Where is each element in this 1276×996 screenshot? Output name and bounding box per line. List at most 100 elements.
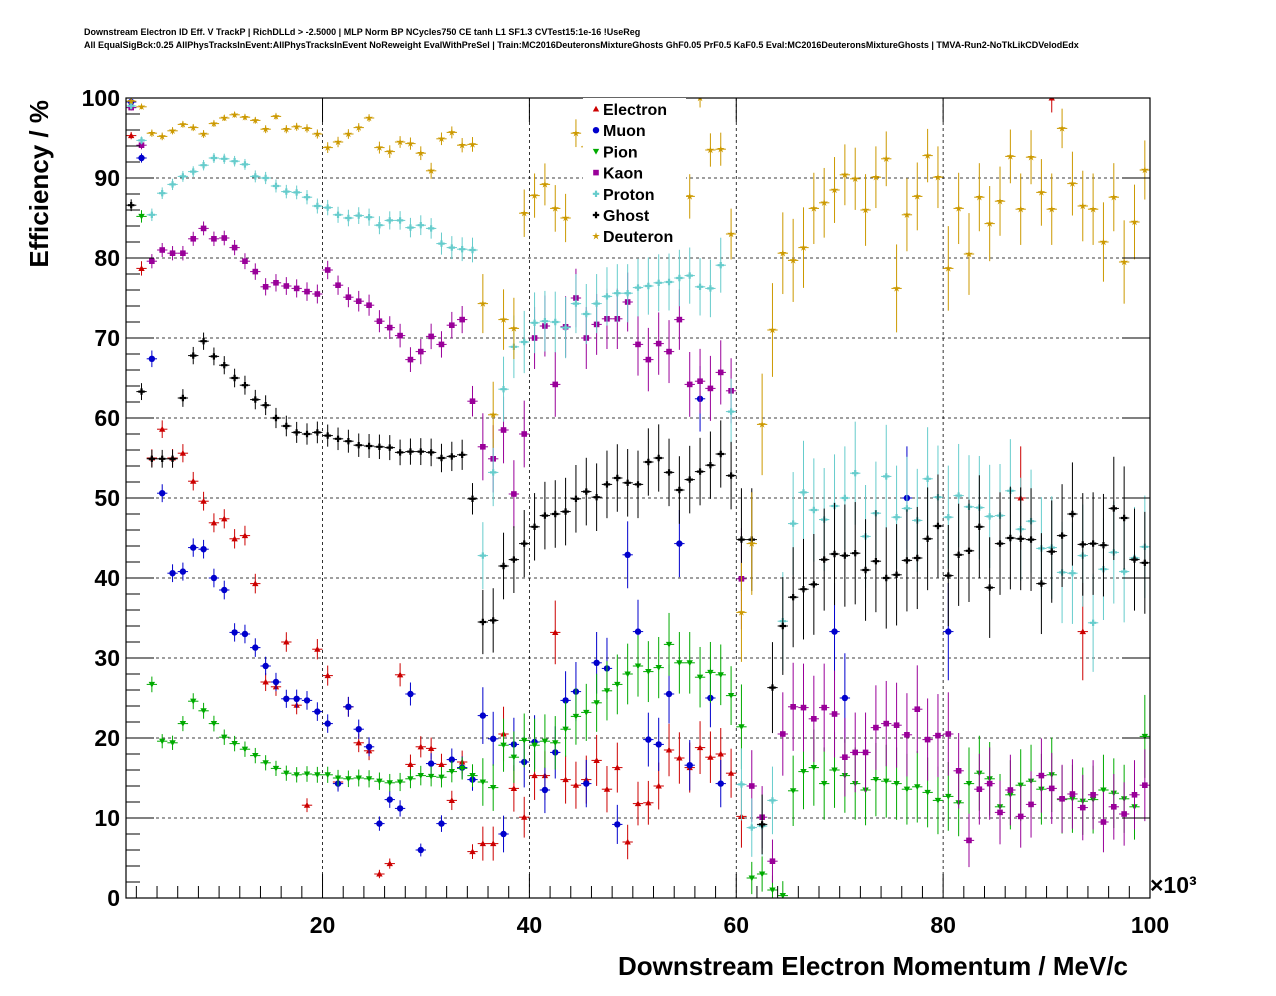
- data-point-deuteron: [323, 143, 332, 151]
- data-point-ghost: [893, 571, 900, 578]
- data-point-muon: [945, 628, 952, 635]
- data-point-deuteron: [841, 170, 849, 179]
- data-point-kaon: [821, 704, 827, 711]
- y-tick-label: 60: [94, 405, 120, 431]
- data-point-deuteron: [996, 197, 1004, 205]
- data-point-deuteron: [199, 130, 208, 138]
- data-point-kaon: [676, 316, 683, 323]
- data-point-kaon: [883, 720, 890, 727]
- data-point-proton: [221, 155, 228, 162]
- data-point-muon: [717, 780, 724, 787]
- legend-marker-deuteron: [592, 232, 600, 240]
- data-point-proton: [386, 217, 393, 224]
- data-point-pion: [396, 779, 404, 786]
- data-point-deuteron: [851, 174, 860, 183]
- data-point-proton: [200, 162, 207, 169]
- data-point-pion: [965, 781, 973, 787]
- data-point-deuteron: [334, 138, 342, 146]
- data-point-ghost: [1017, 535, 1024, 542]
- data-point-ghost: [976, 523, 983, 530]
- data-point-muon: [438, 820, 445, 827]
- data-point-pion: [179, 721, 187, 727]
- data-point-deuteron: [385, 147, 394, 155]
- data-point-kaon: [469, 398, 476, 404]
- data-point-muon: [614, 821, 621, 828]
- data-point-proton: [241, 161, 249, 168]
- data-point-muon: [159, 490, 166, 497]
- data-point-kaon: [273, 280, 279, 286]
- data-point-kaon: [1048, 785, 1055, 792]
- data-point-kaon: [335, 282, 341, 288]
- data-point-proton: [458, 246, 466, 253]
- data-point-pion: [386, 780, 393, 786]
- data-point-deuteron: [220, 114, 229, 122]
- data-point-electron: [396, 671, 404, 678]
- data-point-deuteron: [1099, 238, 1108, 246]
- data-point-ghost: [448, 453, 456, 460]
- data-point-kaon: [1069, 791, 1076, 797]
- data-point-deuteron: [179, 120, 187, 128]
- data-point-pion: [717, 672, 724, 678]
- data-point-proton: [138, 137, 145, 144]
- data-point-muon: [148, 355, 156, 362]
- data-point-proton: [159, 190, 166, 197]
- data-point-proton: [614, 290, 621, 297]
- data-point-kaon: [480, 444, 486, 450]
- data-point-electron: [127, 132, 135, 139]
- x-tick-label: 20: [310, 912, 336, 938]
- data-point-ghost: [789, 594, 797, 601]
- data-point-proton: [231, 158, 238, 165]
- data-point-kaon: [800, 704, 807, 711]
- data-point-ghost: [283, 422, 290, 430]
- data-point-deuteron: [697, 98, 703, 102]
- data-point-ghost: [655, 454, 662, 462]
- data-point-ghost: [727, 472, 735, 479]
- data-point-kaon: [645, 356, 652, 363]
- data-point-ghost: [820, 556, 828, 563]
- data-point-kaon: [221, 235, 228, 241]
- data-point-deuteron: [458, 141, 466, 149]
- data-point-proton: [552, 318, 559, 326]
- data-point-kaon: [552, 381, 559, 388]
- y-tick-label: 90: [94, 165, 120, 191]
- data-point-ghost: [903, 557, 911, 564]
- data-point-ghost: [665, 469, 673, 476]
- data-point-ghost: [314, 429, 321, 436]
- data-point-pion: [500, 742, 507, 749]
- data-point-kaon: [262, 284, 269, 290]
- data-point-ghost: [552, 510, 559, 518]
- data-point-muon: [200, 546, 207, 553]
- data-point-muon: [500, 830, 507, 838]
- data-point-proton: [448, 244, 456, 251]
- data-point-ghost: [159, 455, 166, 462]
- data-point-ghost: [914, 554, 921, 562]
- data-point-deuteron: [913, 192, 922, 200]
- data-point-kaon: [231, 244, 238, 251]
- data-point-pion: [914, 784, 921, 790]
- data-point-ghost: [200, 338, 207, 345]
- data-point-pion: [510, 754, 518, 761]
- data-point-kaon: [1142, 782, 1148, 788]
- data-point-deuteron: [499, 315, 508, 323]
- series-deuteron: [126, 98, 1150, 662]
- data-point-muon: [355, 726, 362, 733]
- y-tick-label: 30: [94, 645, 120, 671]
- data-point-proton: [686, 272, 693, 279]
- data-point-electron: [665, 746, 673, 753]
- data-point-ghost: [221, 362, 228, 369]
- data-point-kaon: [1100, 819, 1107, 825]
- data-point-pion: [190, 698, 197, 705]
- data-point-muon: [645, 736, 652, 743]
- data-point-muon: [272, 678, 280, 686]
- data-point-deuteron: [768, 326, 777, 334]
- data-point-pion: [365, 776, 373, 782]
- data-point-deuteron: [1016, 205, 1025, 213]
- data-point-proton: [252, 173, 259, 180]
- data-point-kaon: [521, 431, 528, 437]
- data-point-pion: [210, 721, 218, 727]
- data-point-proton: [417, 222, 424, 229]
- data-point-deuteron: [416, 149, 425, 157]
- data-point-muon: [676, 540, 683, 547]
- data-point-proton: [469, 246, 476, 254]
- data-point-pion: [769, 887, 776, 894]
